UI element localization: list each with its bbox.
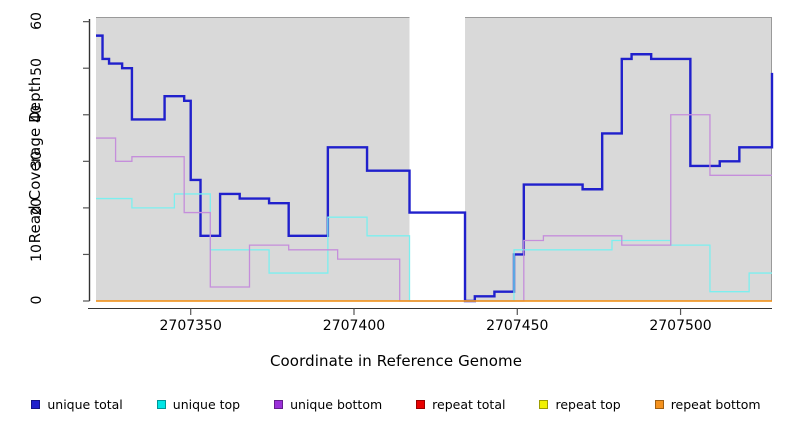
legend-swatch-icon: [539, 400, 549, 409]
x-tick-label: 2707350: [159, 318, 222, 334]
series-line: [96, 114, 772, 302]
x-axis-title: Coordinate in Reference Genome: [269, 352, 523, 370]
legend-item-label: unique top: [172, 397, 241, 412]
series-line: [96, 193, 772, 302]
legend-item[interactable]: repeat bottom: [654, 397, 761, 412]
plot-background: [96, 17, 772, 301]
legend-item-label: unique bottom: [290, 397, 383, 412]
legend-item-label: unique total: [47, 397, 123, 412]
chart-legend: unique total unique top unique bottom repea…: [0, 397, 792, 412]
x-tick-label: 2707400: [322, 318, 386, 334]
legend-swatch-icon: [274, 400, 284, 409]
axis-lines: [83, 19, 772, 315]
legend-item[interactable]: unique total: [31, 397, 123, 412]
legend-swatch-icon: [156, 400, 166, 409]
legend-swatch-icon: [654, 400, 664, 409]
legend-swatch-icon: [31, 400, 41, 409]
y-tick-label: 60: [29, 11, 45, 30]
legend-item-label: repeat total: [432, 397, 506, 412]
x-tick-label: 2707450: [486, 318, 549, 334]
legend-item[interactable]: unique bottom: [274, 397, 382, 412]
series-line: [96, 34, 774, 303]
legend-swatch-icon: [416, 400, 426, 409]
legend-item[interactable]: repeat top: [539, 397, 621, 412]
legend-item[interactable]: repeat total: [416, 397, 505, 412]
x-tick-label: 2707500: [649, 318, 712, 334]
legend-item[interactable]: unique top: [156, 397, 241, 412]
series-lines: [96, 34, 774, 303]
legend-item-label: repeat top: [555, 397, 621, 412]
legend-item-label: repeat bottom: [670, 397, 761, 412]
